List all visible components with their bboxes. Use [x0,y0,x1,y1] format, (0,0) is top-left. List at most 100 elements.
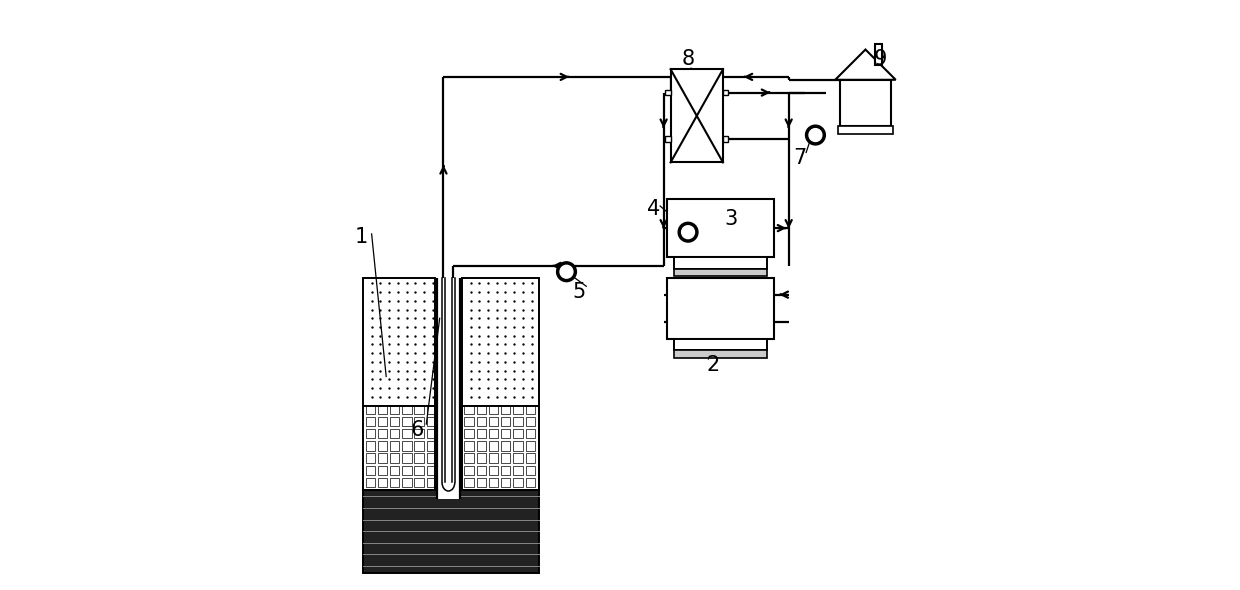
Bar [391,405,399,414]
Text: 8: 8 [682,50,694,70]
Bar [378,454,387,463]
Bar [391,429,399,438]
Bar [427,405,436,414]
Text: 3: 3 [724,209,737,230]
Bar [526,441,534,451]
Bar [723,90,728,95]
Bar [427,429,436,438]
Text: 9: 9 [873,50,887,70]
Bar [513,454,522,463]
Bar [673,269,768,276]
Bar [489,429,498,438]
Bar [391,478,399,487]
Bar [402,405,412,414]
Bar [874,44,882,65]
Bar [673,257,768,269]
Bar [402,478,412,487]
Bar [378,441,387,451]
Polygon shape [836,50,895,80]
Bar [526,466,534,475]
Bar [671,69,723,162]
Bar [476,441,486,451]
Bar [402,441,412,451]
Bar [363,405,435,490]
Bar [673,339,768,350]
Bar [513,478,522,487]
Circle shape [557,262,577,281]
Bar [513,429,522,438]
Bar [414,429,424,438]
Bar [414,441,424,451]
Bar [378,417,387,426]
Bar [476,466,486,475]
Bar [489,454,498,463]
Text: 7: 7 [794,148,807,168]
Bar [476,429,486,438]
Bar [363,277,435,405]
Bar [489,417,498,426]
Bar [501,441,511,451]
Bar [366,454,374,463]
Bar [837,126,893,135]
Bar [501,405,511,414]
Circle shape [678,222,698,242]
Bar [391,454,399,463]
Bar [513,417,522,426]
Text: 6: 6 [410,420,424,440]
Bar [476,454,486,463]
Text: 1: 1 [355,227,368,247]
Bar [414,466,424,475]
Bar [501,454,511,463]
Bar [513,466,522,475]
Bar [436,277,460,499]
Bar [489,441,498,451]
Bar [489,466,498,475]
Bar [465,405,474,414]
Bar [366,417,374,426]
Bar [391,417,399,426]
Bar [391,441,399,451]
Circle shape [560,266,573,278]
Bar [526,405,534,414]
Circle shape [682,226,694,238]
Bar [427,478,436,487]
Bar [402,454,412,463]
Bar [414,417,424,426]
Bar [501,478,511,487]
Bar [501,466,511,475]
Bar [427,466,436,475]
Bar [366,441,374,451]
Bar [476,405,486,414]
Bar [414,454,424,463]
Bar [465,417,474,426]
Bar [402,466,412,475]
Bar [526,454,534,463]
Bar [723,136,728,142]
Bar [667,199,774,257]
Bar [427,454,436,463]
Bar [366,478,374,487]
Text: 2: 2 [707,355,719,375]
Bar [366,466,374,475]
Bar [667,277,774,339]
Bar [378,478,387,487]
Bar [476,478,486,487]
Bar [465,441,474,451]
Bar [366,405,374,414]
Bar [402,417,412,426]
Bar [501,429,511,438]
Bar [427,441,436,451]
Bar [414,405,424,414]
Text: 4: 4 [646,199,660,219]
Bar [461,277,538,405]
Bar [402,429,412,438]
Bar [461,405,538,490]
Bar [526,417,534,426]
Bar [378,405,387,414]
Bar [414,478,424,487]
Bar [427,417,436,426]
Bar [465,454,474,463]
Bar [366,429,374,438]
Bar [666,136,671,142]
Bar [513,405,522,414]
